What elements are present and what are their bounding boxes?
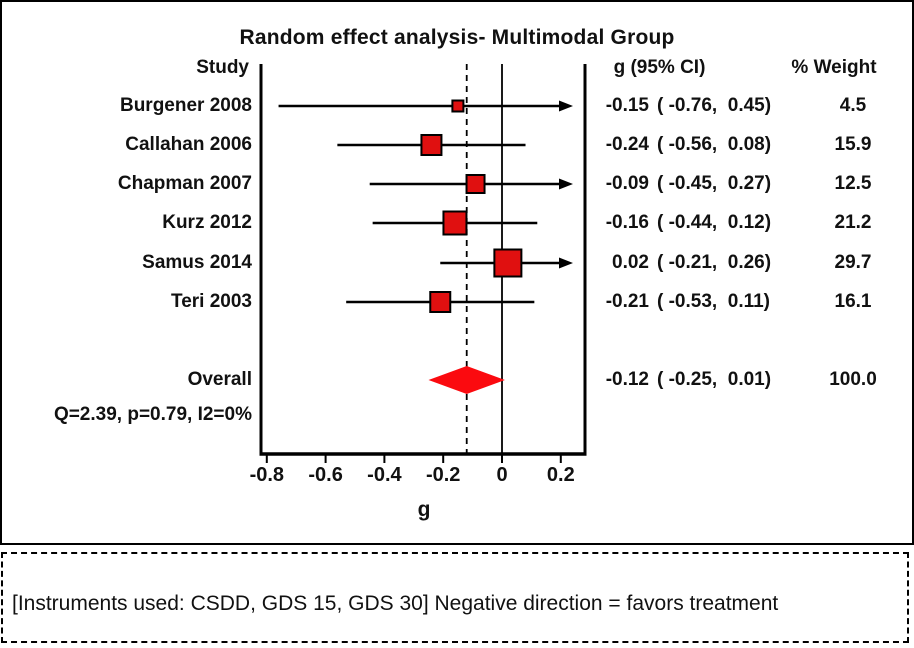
effect-value: -0.21 [605,291,649,312]
weight-value: 16.1 [834,291,872,312]
weight-value: 21.2 [834,212,872,233]
effect-value: -0.24 [605,134,649,155]
chart-title: Random effect analysis- Multimodal Group [239,26,675,49]
weight-value: 15.9 [834,134,872,155]
x-tick-label: 0.2 [546,464,575,486]
ci-value: ( -0.76, 0.45) [657,95,772,116]
effect-value: -0.15 [605,95,649,116]
overall-ci-value: ( -0.25, 0.01) [657,369,772,390]
ci-arrow-right [559,178,573,190]
ci-value: ( -0.44, 0.12) [657,212,772,233]
effect-square [429,291,452,313]
study-label: Chapman 2007 [117,173,252,194]
weight-value: 12.5 [834,173,872,194]
x-axis-label: g [417,498,431,521]
column-header-study: Study [196,57,249,78]
ci-arrow-right [559,257,573,269]
study-label: Burgener 2008 [119,95,252,116]
x-tick-label: -0.2 [425,464,461,486]
effect-square [420,134,443,156]
overall-weight-value: 100.0 [829,369,877,390]
effect-value: -0.16 [605,212,649,233]
effect-value: 0.02 [612,252,649,273]
column-header-weight: % Weight [791,57,877,78]
forest-plot-panel: Random effect analysis- Multimodal Group… [0,0,914,545]
ci-value: ( -0.45, 0.27) [657,173,772,194]
weight-value: 4.5 [839,95,867,116]
x-tick-label: 0 [496,464,508,486]
ci-value: ( -0.56, 0.08) [657,134,772,155]
column-header-ci: g (95% CI) [613,57,706,78]
effect-square [465,174,486,194]
note-panel: [Instruments used: CSDD, GDS 15, GDS 30]… [1,552,909,643]
effect-square [451,99,465,113]
weight-value: 29.7 [834,252,872,273]
effect-square [442,210,468,236]
x-tick-label: -0.6 [308,464,343,486]
study-label: Teri 2003 [171,291,252,312]
study-label: Callahan 2006 [125,134,252,155]
note-text: [Instruments used: CSDD, GDS 15, GDS 30]… [12,592,779,615]
effect-square [493,248,523,278]
heterogeneity-stats: Q=2.39, p=0.79, I2=0% [53,404,252,425]
study-label: Samus 2014 [142,252,252,273]
x-tick-label: -0.4 [367,464,402,486]
x-tick-label: -0.8 [249,464,285,486]
forest-plot-canvas [259,64,587,463]
overall-effect-value: -0.12 [605,369,649,390]
ci-arrow-right [559,100,573,112]
ci-value: ( -0.53, 0.11) [657,291,771,312]
ci-value: ( -0.21, 0.26) [657,252,772,273]
effect-value: -0.09 [605,173,649,194]
study-label: Kurz 2012 [162,212,252,233]
overall-label: Overall [187,369,252,390]
overall-diamond [428,366,505,394]
